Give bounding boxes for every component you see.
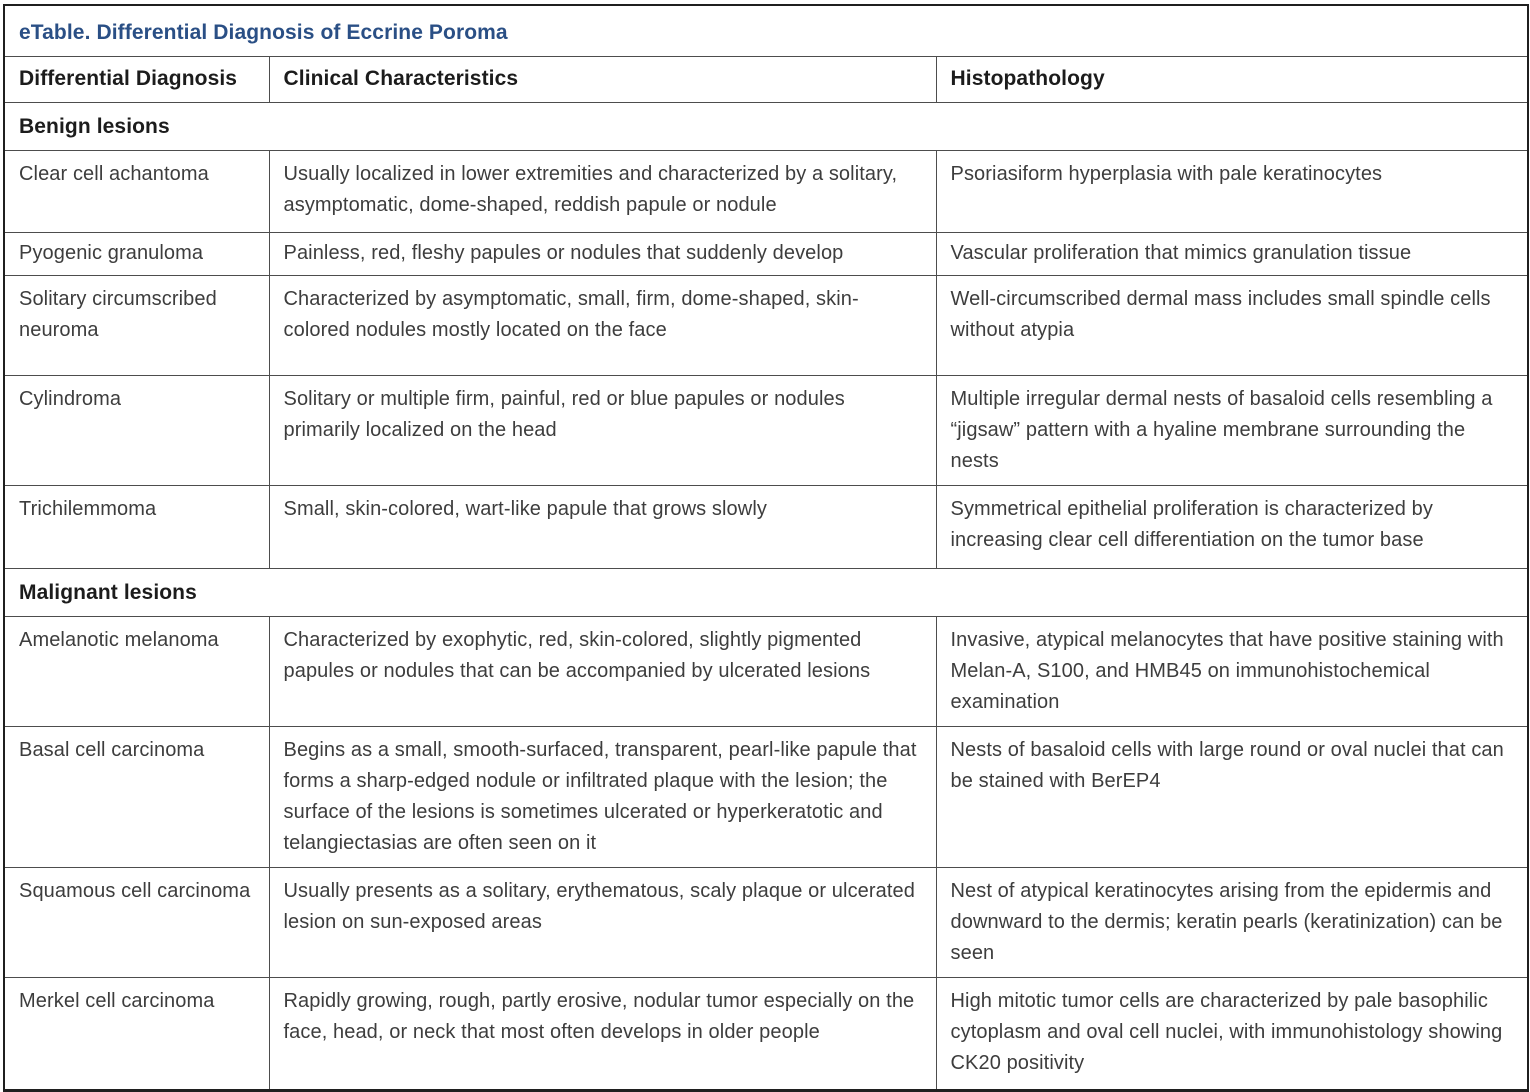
table-title-row: eTable. Differential Diagnosis of Eccrin… xyxy=(3,4,1529,57)
cell-diagnosis: Trichilemmoma xyxy=(3,485,270,569)
differential-diagnosis-table: eTable. Differential Diagnosis of Eccrin… xyxy=(3,4,1530,1092)
table-row-amelanotic-melanoma: Amelanotic melanoma Characterized by exo… xyxy=(3,616,1529,727)
cell-diagnosis: Pyogenic granuloma xyxy=(3,232,270,276)
table-row-pyogenic-granuloma: Pyogenic granuloma Painless, red, fleshy… xyxy=(3,232,1529,276)
cell-clinical: Usually localized in lower extremities a… xyxy=(268,150,937,233)
cell-diagnosis: Cylindroma xyxy=(3,375,270,486)
cell-histopathology: Nests of basaloid cells with large round… xyxy=(935,726,1529,868)
cell-histopathology: High mitotic tumor cells are characteriz… xyxy=(935,977,1529,1091)
section-header-label: Benign lesions xyxy=(3,102,1529,151)
cell-diagnosis: Merkel cell carcinoma xyxy=(3,977,270,1091)
table-row-clear-cell-achantoma: Clear cell achantoma Usually localized i… xyxy=(3,150,1529,233)
section-header-label: Malignant lesions xyxy=(3,568,1529,617)
section-header-benign: Benign lesions xyxy=(3,102,1529,151)
cell-clinical: Painless, red, fleshy papules or nodules… xyxy=(268,232,937,276)
table-row-cylindroma: Cylindroma Solitary or multiple firm, pa… xyxy=(3,375,1529,486)
column-header-diagnosis: Differential Diagnosis xyxy=(3,56,270,103)
cell-clinical: Small, skin-colored, wart-like papule th… xyxy=(268,485,937,569)
cell-clinical: Rapidly growing, rough, partly erosive, … xyxy=(268,977,937,1091)
table-row-basal-cell-carcinoma: Basal cell carcinoma Begins as a small, … xyxy=(3,726,1529,868)
cell-diagnosis: Basal cell carcinoma xyxy=(3,726,270,868)
cell-histopathology: Psoriasiform hyperplasia with pale kerat… xyxy=(935,150,1529,233)
cell-histopathology: Well-circumscribed dermal mass includes … xyxy=(935,275,1529,376)
table-row-merkel-cell-carcinoma: Merkel cell carcinoma Rapidly growing, r… xyxy=(3,977,1529,1091)
cell-clinical: Begins as a small, smooth-surfaced, tran… xyxy=(268,726,937,868)
cell-histopathology: Invasive, atypical melanocytes that have… xyxy=(935,616,1529,727)
table-title: eTable. Differential Diagnosis of Eccrin… xyxy=(3,4,1529,57)
section-header-malignant: Malignant lesions xyxy=(3,568,1529,617)
cell-diagnosis: Clear cell achantoma xyxy=(3,150,270,233)
cell-clinical: Solitary or multiple firm, painful, red … xyxy=(268,375,937,486)
cell-histopathology: Vascular proliferation that mimics granu… xyxy=(935,232,1529,276)
cell-clinical: Characterized by asymptomatic, small, fi… xyxy=(268,275,937,376)
cell-diagnosis: Solitary circumscribed neuroma xyxy=(3,275,270,376)
table-row-squamous-cell-carcinoma: Squamous cell carcinoma Usually presents… xyxy=(3,867,1529,978)
cell-histopathology: Multiple irregular dermal nests of basal… xyxy=(935,375,1529,486)
table-row-solitary-circumscribed-neuroma: Solitary circumscribed neuroma Character… xyxy=(3,275,1529,376)
cell-clinical: Characterized by exophytic, red, skin-co… xyxy=(268,616,937,727)
column-header-histopathology: Histopathology xyxy=(935,56,1529,103)
table-row-trichilemmoma: Trichilemmoma Small, skin-colored, wart-… xyxy=(3,485,1529,569)
cell-histopathology: Symmetrical epithelial proliferation is … xyxy=(935,485,1529,569)
cell-diagnosis: Amelanotic melanoma xyxy=(3,616,270,727)
cell-clinical: Usually presents as a solitary, erythema… xyxy=(268,867,937,978)
column-header-clinical: Clinical Characteristics xyxy=(268,56,937,103)
cell-histopathology: Nest of atypical keratinocytes arising f… xyxy=(935,867,1529,978)
column-header-row: Differential Diagnosis Clinical Characte… xyxy=(3,56,1529,103)
cell-diagnosis: Squamous cell carcinoma xyxy=(3,867,270,978)
